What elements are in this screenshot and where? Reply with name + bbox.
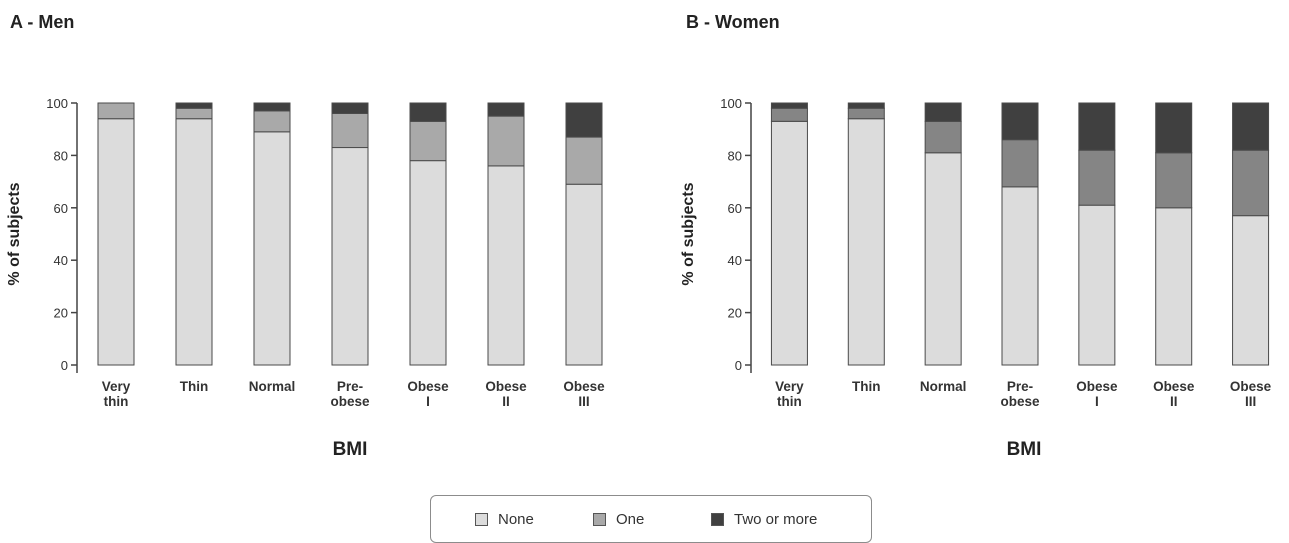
bar-segment-men: [331, 112, 369, 149]
x-tick-label-women: III: [1245, 394, 1256, 409]
bar-segment-women: [1078, 149, 1116, 206]
bar-segment-men: [409, 120, 447, 162]
x-tick-label-women: Normal: [920, 379, 967, 394]
bar-segment-women: [1232, 102, 1270, 151]
y-tick-label-men: 80: [54, 148, 68, 163]
y-tick-label-women: 20: [728, 306, 742, 321]
y-tick-label-men: 20: [54, 306, 68, 321]
bar-segment-women: [847, 102, 885, 109]
bar-segment-women: [1001, 102, 1039, 141]
x-tick-label-men: obese: [330, 394, 370, 409]
bar-segment-men: [175, 118, 213, 366]
x-tick-label-men: Obese: [485, 379, 527, 394]
bar-segment-men: [487, 165, 525, 366]
x-tick-label-women: Thin: [852, 379, 881, 394]
chart-title-women: B - Women: [686, 12, 780, 32]
legend-swatch-two-or-more: [711, 513, 724, 526]
legend-label-one: One: [616, 511, 645, 528]
chart-title-men: A - Men: [10, 12, 74, 32]
bar-segment-men: [331, 102, 369, 114]
bar-segment-men: [565, 102, 603, 138]
bar-segment-women: [847, 118, 885, 366]
bar-segment-men: [253, 131, 291, 366]
bar-segment-women: [1155, 207, 1193, 366]
bar-segment-women: [847, 107, 885, 120]
x-tick-label-men: Normal: [249, 379, 296, 394]
x-tick-label-women: I: [1095, 394, 1099, 409]
y-tick-label-men: 40: [54, 253, 68, 268]
legend: None One Two or more: [430, 495, 872, 543]
bar-segment-women: [770, 102, 808, 109]
bar-segment-men: [487, 115, 525, 167]
bar-segment-men: [487, 102, 525, 117]
bar-segment-women: [1078, 204, 1116, 366]
bar-segment-men: [97, 118, 135, 366]
chart-panel-men: A - Men 0 20 40 60 80 100 % of subjects Verythin…: [6, 12, 605, 460]
bar-segment-men: [565, 183, 603, 366]
x-axis-label-women: BMI: [1007, 439, 1042, 460]
x-tick-label-men: II: [502, 394, 510, 409]
x-tick-label-men: Thin: [180, 379, 209, 394]
legend-swatch-none: [475, 513, 488, 526]
x-tick-label-men: Pre-: [337, 379, 363, 394]
bar-segment-men: [175, 107, 213, 120]
legend-label-two-or-more: Two or more: [734, 511, 818, 528]
chart-panel-women: B - Women 0 20 40 60 80 100 % of subjects Veryth…: [680, 12, 1272, 460]
bar-segment-men: [253, 102, 291, 112]
bar-segment-men: [253, 110, 291, 133]
x-tick-label-men: Very: [102, 379, 131, 394]
bar-segment-men: [565, 136, 603, 185]
bar-segment-women: [1155, 102, 1193, 154]
bar-segment-men: [409, 160, 447, 366]
x-tick-label-women: Very: [775, 379, 804, 394]
bar-segment-men: [175, 102, 213, 109]
bar-segment-men: [409, 102, 447, 122]
bar-segment-men: [97, 102, 135, 120]
y-tick-label-men: 100: [46, 96, 68, 111]
bar-segment-men: [331, 147, 369, 366]
bar-segment-women: [1232, 215, 1270, 366]
legend-item-two-or-more: Two or more: [711, 511, 817, 528]
x-tick-label-women: Obese: [1076, 379, 1118, 394]
x-tick-label-women: Pre-: [1007, 379, 1033, 394]
y-tick-label-men: 0: [61, 358, 68, 373]
x-tick-label-women: Obese: [1153, 379, 1195, 394]
bar-segment-women: [770, 107, 808, 122]
legend-item-none: None: [475, 511, 534, 528]
y-axis-label-men: % of subjects: [6, 182, 23, 285]
bar-segment-women: [924, 152, 962, 366]
x-tick-label-women: Obese: [1230, 379, 1272, 394]
bar-segment-women: [1232, 149, 1270, 217]
y-tick-label-women: 80: [728, 148, 742, 163]
x-tick-label-men: III: [578, 394, 589, 409]
legend-swatch-one: [593, 513, 606, 526]
bar-segment-women: [1078, 102, 1116, 151]
y-tick-label-men: 60: [54, 201, 68, 216]
x-tick-label-women: obese: [1000, 394, 1040, 409]
bar-segment-women: [1155, 152, 1193, 209]
y-tick-label-women: 60: [728, 201, 742, 216]
bar-segment-women: [924, 102, 962, 122]
y-tick-label-women: 0: [735, 358, 742, 373]
bar-segment-women: [924, 120, 962, 154]
y-tick-label-women: 100: [720, 96, 742, 111]
bar-segment-women: [770, 120, 808, 366]
y-axis-label-women: % of subjects: [680, 182, 697, 285]
bar-segment-women: [1001, 139, 1039, 188]
x-axis-label-men: BMI: [333, 439, 368, 460]
bar-segment-women: [1001, 186, 1039, 366]
x-tick-label-men: I: [426, 394, 430, 409]
legend-label-none: None: [498, 511, 534, 528]
legend-item-one: One: [593, 511, 644, 528]
x-tick-label-men: thin: [104, 394, 129, 409]
y-tick-label-women: 40: [728, 253, 742, 268]
x-tick-label-men: Obese: [563, 379, 605, 394]
x-tick-label-men: Obese: [407, 379, 449, 394]
x-tick-label-women: thin: [777, 394, 802, 409]
x-tick-label-women: II: [1170, 394, 1178, 409]
